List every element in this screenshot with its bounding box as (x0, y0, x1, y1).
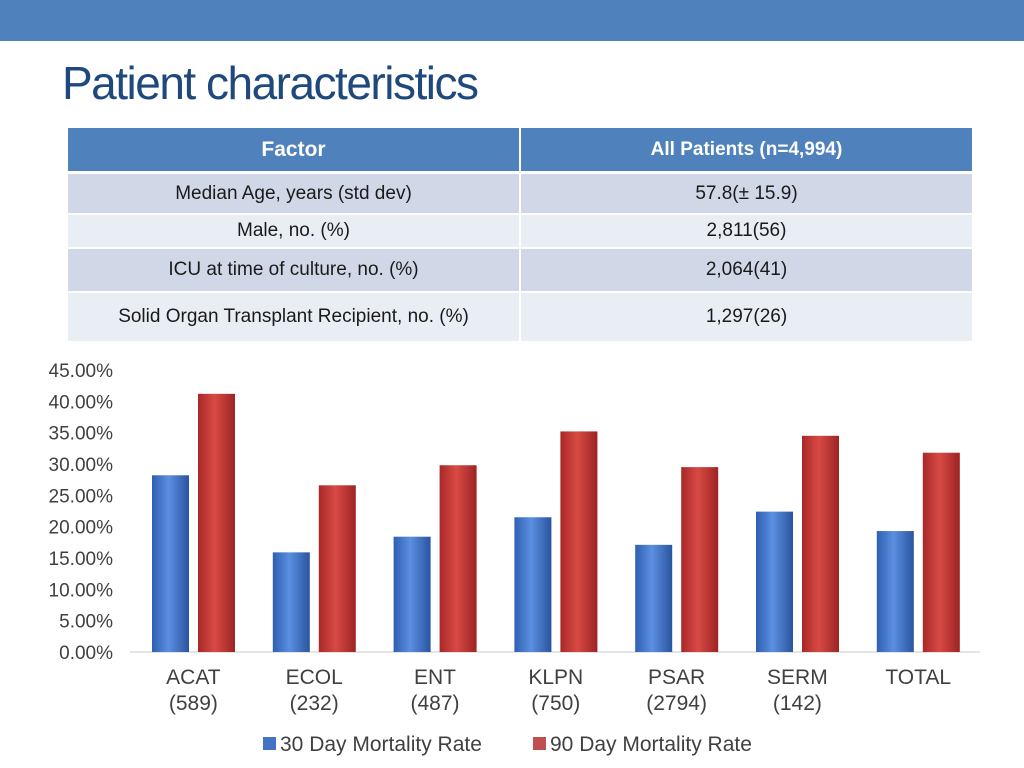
bar-30-day-psar (635, 544, 673, 652)
bar-30-day-total (876, 531, 914, 652)
mortality-rate-chart: 0.00% 5.00% 10.00% 15.00% 20.00% 25.00% 30.00%… (49, 361, 980, 756)
y-tick-label: 10.00% (49, 580, 114, 601)
factor-cell: ICU at time of culture, no. (%) (68, 248, 521, 293)
table-header-row: Factor All Patients (n=4,994) (68, 128, 972, 174)
x-tick-label: (2794) (646, 692, 707, 715)
x-tick-label: (142) (773, 692, 822, 715)
legend-swatch (533, 737, 546, 750)
table-row: Solid Organ Transplant Recipient, no. (%… (68, 292, 972, 341)
x-tick-label: PSAR (648, 666, 705, 689)
legend-label: 30 Day Mortality Rate (280, 733, 482, 756)
legend-swatch (263, 737, 276, 750)
bar-30-day-ecol (272, 552, 310, 652)
factor-cell: Male, no. (%) (68, 214, 521, 249)
bar-90-day-ent (439, 465, 477, 652)
y-tick-label: 5.00% (59, 612, 113, 633)
value-cell: 2,064(41) (520, 248, 972, 293)
bar-90-day-klpn (560, 431, 598, 652)
value-cell: 1,297(26) (520, 292, 972, 341)
bar-30-day-serm (756, 511, 793, 652)
x-tick-label: ECOL (286, 666, 343, 689)
header-factor: Factor (68, 128, 521, 174)
legend-label: 90 Day Mortality Rate (550, 733, 752, 756)
y-tick-label: 0.00% (59, 643, 113, 664)
bar-90-day-psar (681, 467, 719, 652)
x-tick-label: (750) (531, 692, 580, 715)
x-tick-label: (487) (410, 692, 459, 715)
bar-30-day-acat (152, 475, 189, 652)
table-row: ICU at time of culture, no. (%) 2,064(41… (68, 248, 972, 293)
x-tick-label: (232) (290, 692, 339, 715)
bar-30-day-ent (393, 536, 431, 652)
bar-90-day-total (922, 452, 960, 652)
y-axis-ticks: 0.00% 5.00% 10.00% 15.00% 20.00% 25.00% 30.00%… (49, 361, 114, 664)
bars (152, 393, 960, 652)
patient-characteristics-table: Factor All Patients (n=4,994) Median Age… (68, 128, 972, 341)
y-tick-label: 45.00% (49, 361, 114, 382)
y-tick-label: 15.00% (49, 549, 114, 570)
x-tick-label: ACAT (166, 666, 221, 689)
header-all-patients: All Patients (n=4,994) (520, 128, 972, 174)
value-cell: 57.8(± 15.9) (520, 172, 972, 215)
chart-legend: 30 Day Mortality Rate 90 Day Mortality Ra… (263, 733, 752, 756)
factor-cell: Solid Organ Transplant Recipient, no. (%… (68, 292, 521, 341)
bar-30-day-klpn (514, 517, 552, 652)
table-row: Median Age, years (std dev) 57.8(± 15.9) (68, 172, 972, 215)
y-tick-label: 25.00% (49, 486, 114, 507)
y-tick-label: 40.00% (49, 392, 114, 413)
y-tick-label: 35.00% (49, 424, 114, 445)
slide-title: Patient characteristics (62, 57, 479, 109)
factor-cell: Median Age, years (std dev) (68, 172, 521, 215)
x-tick-label: ENT (414, 666, 456, 689)
x-tick-label: (589) (169, 692, 218, 715)
header-bar (0, 0, 1024, 41)
x-tick-label: TOTAL (885, 666, 951, 689)
table-row: Male, no. (%) 2,811(56) (68, 214, 972, 249)
bar-90-day-acat (198, 393, 235, 652)
y-tick-label: 30.00% (49, 455, 114, 476)
bar-90-day-ecol (318, 485, 356, 652)
x-tick-label: SERM (767, 666, 828, 689)
y-tick-label: 20.00% (49, 518, 114, 539)
value-cell: 2,811(56) (520, 214, 972, 249)
bar-90-day-serm (802, 435, 839, 652)
x-tick-label: KLPN (528, 666, 583, 689)
x-axis-labels: ACAT (589) ECOL (232) ENT (487) KLPN (750) PSAR (… (166, 666, 951, 715)
